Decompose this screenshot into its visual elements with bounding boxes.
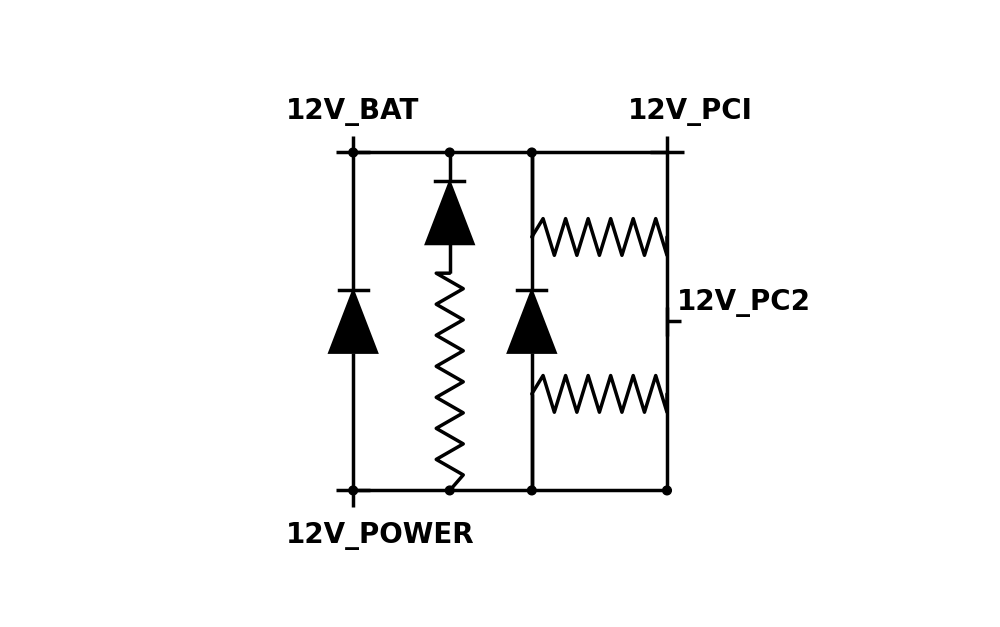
Circle shape — [527, 486, 536, 495]
Polygon shape — [426, 181, 474, 245]
Circle shape — [527, 148, 536, 157]
Text: 12V_POWER: 12V_POWER — [286, 522, 474, 550]
Polygon shape — [329, 290, 377, 353]
Text: 12V_PC2: 12V_PC2 — [677, 288, 811, 317]
Circle shape — [349, 486, 358, 495]
Text: 12V_PCI: 12V_PCI — [628, 98, 753, 126]
Text: 12V_BAT: 12V_BAT — [286, 98, 419, 126]
Polygon shape — [508, 290, 556, 353]
Circle shape — [349, 148, 358, 157]
Circle shape — [445, 148, 454, 157]
Circle shape — [445, 486, 454, 495]
Circle shape — [663, 486, 671, 495]
